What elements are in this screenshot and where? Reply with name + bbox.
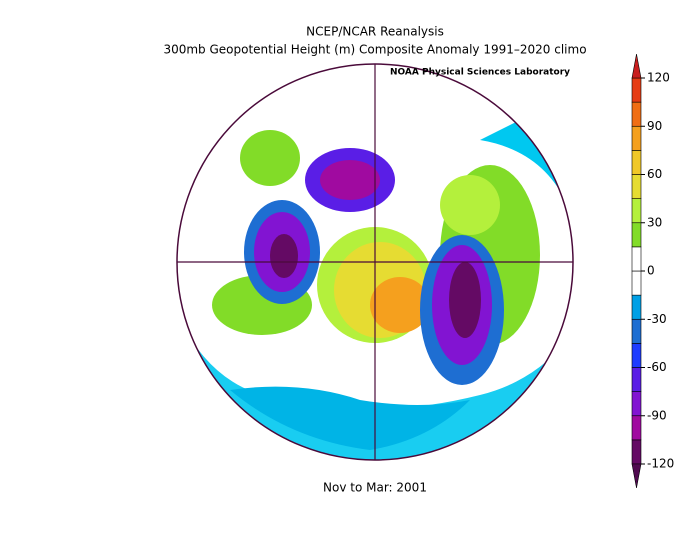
- colorbar: 120 90 60 30 0 -30 -60 -90 -120: [631, 53, 674, 489]
- colorbar-under: [631, 463, 642, 489]
- colorbar-label: -30: [647, 312, 667, 326]
- colorbar-segment: [631, 246, 642, 272]
- colorbar-label: -120: [647, 457, 674, 471]
- footer: Nov to Mar: 2001: [323, 481, 427, 495]
- globe-outline: [176, 63, 574, 461]
- colorbar-segment: [631, 101, 642, 127]
- colorbar-segment: [631, 222, 642, 248]
- colorbar-segment: [631, 439, 642, 465]
- colorbar-label: 120: [647, 71, 670, 85]
- colorbar-segment: [631, 125, 642, 151]
- colorbar-segment: [631, 77, 642, 103]
- colorbar-segment: [631, 174, 642, 199]
- colorbar-segment: [631, 294, 642, 320]
- title: NCEP/NCAR Reanalysis: [306, 25, 444, 39]
- colorbar-segment: [631, 198, 642, 224]
- colorbar-label: 30: [647, 215, 662, 229]
- colorbar-over: [631, 53, 642, 79]
- colorbar-label: 60: [647, 167, 662, 181]
- colorbar-segment: [631, 391, 642, 417]
- credit: NOAA Physical Sciences Laboratory: [390, 68, 570, 78]
- colorbar-label: -90: [647, 408, 667, 422]
- subtitle: 300mb Geopotential Height (m) Composite …: [163, 43, 586, 57]
- colorbar-segment: [631, 150, 642, 175]
- colorbar-label: 90: [647, 119, 662, 133]
- colorbar-segment: [631, 367, 642, 392]
- colorbar-label: -60: [647, 360, 667, 374]
- colorbar-label: 0: [647, 264, 655, 278]
- colorbar-segment: [631, 318, 642, 344]
- map: [177, 64, 573, 460]
- colorbar-segment: [631, 343, 642, 368]
- colorbar-segment: [631, 415, 642, 441]
- colorbar-segment: [631, 270, 642, 296]
